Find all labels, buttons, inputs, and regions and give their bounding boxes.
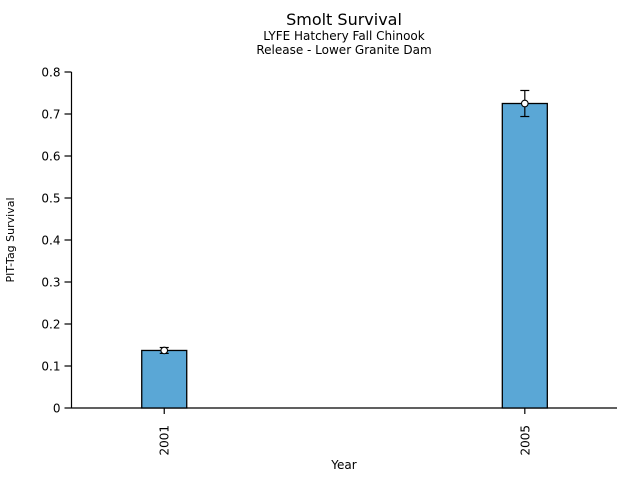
y-tick-label: 0.6 (41, 150, 60, 164)
chart-title: Smolt Survival (286, 10, 402, 29)
bar-2001 (141, 349, 188, 409)
x-tick-label: 2005 (518, 425, 532, 456)
chart-subtitle-line2: Release - Lower Granite Dam (256, 43, 431, 57)
y-tick-label: 0.2 (41, 318, 60, 332)
error-marker-2001 (160, 346, 169, 355)
error-marker-2005 (520, 99, 529, 108)
y-tick-label: 0.1 (41, 360, 60, 374)
chart-subtitle-line1: LYFE Hatchery Fall Chinook (263, 29, 424, 43)
y-tick-label: 0.4 (41, 234, 60, 248)
x-axis-label: Year (330, 458, 356, 472)
x-tick-label: 2001 (158, 425, 172, 456)
y-tick-label: 0.8 (41, 66, 60, 80)
y-tick-label: 0.3 (41, 276, 60, 290)
y-tick-label: 0.7 (41, 108, 60, 122)
bar-2005 (501, 102, 548, 409)
y-axis-label: PIT-Tag Survival (4, 197, 17, 282)
plot-area: 0 0.1 0.2 0.3 0.4 0.5 0.6 0.7 0.8 2001 2005 (41, 66, 617, 456)
y-tick-label: 0.5 (41, 192, 60, 206)
y-tick-label: 0 (53, 402, 61, 416)
